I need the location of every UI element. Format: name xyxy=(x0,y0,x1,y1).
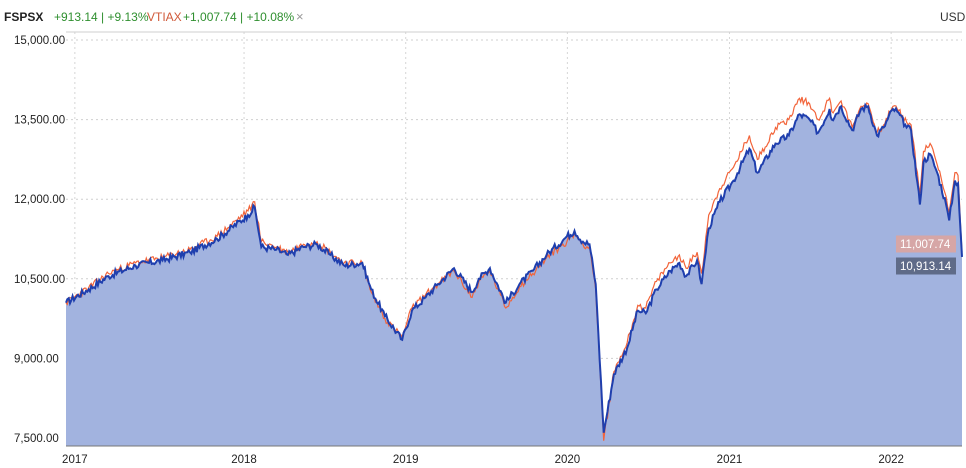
fspsx-symbol[interactable]: FSPSX xyxy=(4,10,44,24)
area-layer xyxy=(66,104,962,447)
fspsx-last-value-label: 10,913.14 xyxy=(900,261,952,273)
fspsx-line[interactable] xyxy=(65,102,963,433)
y-tick-label: 9,000.00 xyxy=(14,353,59,365)
fspsx-change: +913.14 | +9.13% xyxy=(54,10,149,24)
fspsx-last-value-label-bg xyxy=(896,257,956,275)
x-tick-label: 2020 xyxy=(555,454,581,466)
x-tick-label: 2017 xyxy=(62,454,88,466)
close-icon[interactable]: × xyxy=(296,9,304,24)
value-labels: 11,007.74 10,913.14 xyxy=(896,235,956,275)
vtiax-symbol[interactable]: VTIAX xyxy=(147,10,182,24)
y-tick-label: 10,500.00 xyxy=(14,274,65,286)
y-tick-label: 13,500.00 xyxy=(14,115,65,127)
axes: 7,500.00 9,000.00 10,500.00 12,000.00 13,500… xyxy=(14,31,962,466)
vtiax-change: +1,007.74 | +10.08% xyxy=(183,10,295,24)
vtiax-last-value-label: 11,007.74 xyxy=(900,239,951,251)
x-tick-label: 2019 xyxy=(393,454,419,466)
y-tick-label: 12,000.00 xyxy=(14,194,65,206)
vtiax-last-value-label-bg xyxy=(896,235,956,253)
chart-header: FSPSX +913.14 | +9.13% VTIAX +1,007.74 |… xyxy=(0,0,966,32)
currency-label: USD xyxy=(940,10,966,24)
x-tick-label: 2022 xyxy=(878,454,904,466)
y-tick-label: 7,500.00 xyxy=(14,433,59,445)
x-tick-label: 2018 xyxy=(231,454,257,466)
x-tick-label: 2021 xyxy=(717,454,743,466)
series-lines xyxy=(65,96,963,441)
fspsx-area xyxy=(66,104,962,447)
y-tick-label: 15,000.00 xyxy=(14,35,65,47)
